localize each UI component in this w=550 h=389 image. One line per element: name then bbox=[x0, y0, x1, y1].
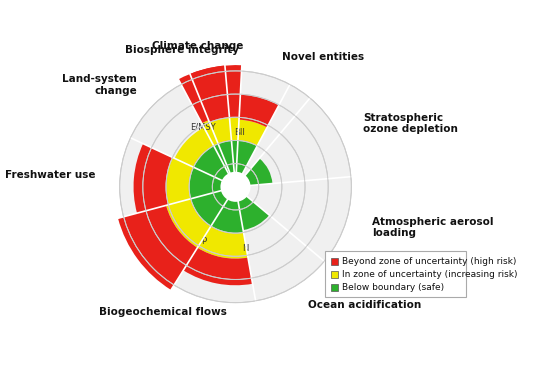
Circle shape bbox=[221, 172, 251, 202]
Wedge shape bbox=[166, 158, 194, 205]
Text: BII: BII bbox=[234, 128, 245, 137]
Text: In zone of uncertainty (increasing risk): In zone of uncertainty (increasing risk) bbox=[342, 270, 518, 279]
FancyBboxPatch shape bbox=[331, 258, 338, 265]
Wedge shape bbox=[211, 196, 244, 233]
Circle shape bbox=[212, 164, 258, 210]
Circle shape bbox=[189, 140, 282, 233]
Text: N: N bbox=[242, 244, 249, 253]
Text: Freshwater use: Freshwater use bbox=[5, 170, 96, 180]
Text: Biosphere integrity: Biosphere integrity bbox=[125, 45, 239, 55]
Text: Stratospheric
ozone depletion: Stratospheric ozone depletion bbox=[363, 113, 458, 135]
Text: Beyond zone of uncertainty (high risk): Beyond zone of uncertainty (high risk) bbox=[342, 257, 516, 266]
Wedge shape bbox=[197, 226, 248, 259]
Text: Land-system
change: Land-system change bbox=[62, 74, 137, 96]
Wedge shape bbox=[166, 199, 211, 248]
Wedge shape bbox=[189, 167, 225, 199]
Wedge shape bbox=[190, 65, 242, 122]
Circle shape bbox=[225, 176, 246, 197]
Text: Atmospheric aerosol
loading: Atmospheric aerosol loading bbox=[372, 217, 494, 238]
Text: Below boundary (safe): Below boundary (safe) bbox=[342, 283, 444, 292]
Text: Novel entities: Novel entities bbox=[282, 52, 364, 62]
Wedge shape bbox=[183, 248, 252, 285]
Wedge shape bbox=[239, 94, 279, 128]
Wedge shape bbox=[118, 205, 197, 290]
Wedge shape bbox=[134, 144, 173, 213]
Wedge shape bbox=[202, 115, 232, 146]
Text: P: P bbox=[201, 237, 206, 246]
Wedge shape bbox=[243, 158, 272, 186]
Text: E/MSY: E/MSY bbox=[190, 123, 216, 132]
Wedge shape bbox=[238, 120, 267, 146]
Circle shape bbox=[143, 94, 328, 279]
Wedge shape bbox=[210, 117, 239, 144]
Wedge shape bbox=[238, 194, 270, 230]
FancyBboxPatch shape bbox=[331, 284, 338, 291]
Circle shape bbox=[166, 117, 305, 256]
Circle shape bbox=[229, 180, 243, 194]
Wedge shape bbox=[194, 144, 231, 182]
Wedge shape bbox=[178, 66, 229, 123]
Text: Ocean acidification: Ocean acidification bbox=[308, 300, 421, 310]
Circle shape bbox=[120, 71, 351, 303]
Circle shape bbox=[223, 174, 248, 200]
Wedge shape bbox=[236, 140, 257, 177]
Wedge shape bbox=[214, 140, 234, 177]
Text: Climate change: Climate change bbox=[152, 42, 244, 51]
Circle shape bbox=[226, 177, 245, 196]
Text: Biogeochemical flows: Biogeochemical flows bbox=[99, 307, 227, 317]
Wedge shape bbox=[191, 190, 229, 226]
FancyBboxPatch shape bbox=[331, 271, 338, 278]
FancyBboxPatch shape bbox=[326, 251, 466, 297]
Wedge shape bbox=[174, 124, 218, 167]
Wedge shape bbox=[218, 140, 238, 176]
